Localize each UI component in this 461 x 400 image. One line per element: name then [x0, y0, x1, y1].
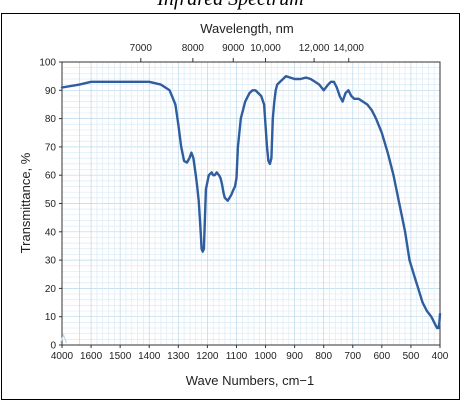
top-tick-labels: 7000 8000 9000 10,000 12,000 14,000: [130, 43, 364, 62]
y-tick-label: 20: [45, 284, 57, 295]
x-tick-label: 900: [286, 351, 303, 362]
x-tick-label: 1200: [196, 351, 219, 362]
top-tick-label: 10,000: [250, 43, 281, 54]
x-tick-label: 1400: [138, 351, 161, 362]
x-tick-label: 1500: [109, 351, 132, 362]
x-tick-label: 400: [432, 351, 449, 362]
x-tick-label: 1000: [254, 351, 277, 362]
y-tick-label: 60: [45, 171, 57, 182]
grid: [62, 61, 441, 346]
x-tick-label: 1100: [226, 351, 248, 362]
chart-title: Infrared Spectrum: [0, 0, 461, 11]
x-axis-label: Wave Numbers, cm−1: [186, 373, 314, 388]
x-tick-labels: 4000 1600 1500 1400 1300 1200 1100 1000 900 800 70…: [51, 333, 449, 362]
x-tick-label: 700: [344, 351, 361, 362]
y-tick-label: 40: [45, 227, 57, 238]
y-axis-label: Transmittance, %: [18, 152, 33, 253]
top-axis-label: Wavelength, nm: [200, 21, 293, 36]
x-tick-label: 1300: [167, 351, 190, 362]
top-tick-label: 14,000: [333, 43, 364, 54]
y-tick-label: 90: [45, 86, 57, 97]
top-tick-label: 9000: [222, 43, 245, 54]
y-tick-label: 100: [39, 58, 56, 69]
y-tick-label: 50: [45, 199, 57, 210]
y-tick-label: 0: [50, 341, 56, 352]
y-tick-label: 30: [45, 256, 57, 267]
y-tick-label: 10: [45, 312, 57, 323]
x-tick-label: 500: [403, 351, 420, 362]
spectrum-line: [60, 75, 442, 330]
axis-break-mark: [59, 333, 68, 344]
x-tick-label: 4000: [51, 351, 74, 362]
y-tick-label: 70: [45, 142, 57, 153]
y-tick-labels: 0 10 20 30 40 50 60 70 80 90 100: [39, 58, 62, 352]
y-tick-label: 80: [45, 114, 57, 125]
x-tick-label: 1600: [80, 351, 103, 362]
x-tick-label: 600: [374, 351, 391, 362]
top-tick-label: 8000: [182, 43, 205, 54]
top-tick-label: 7000: [130, 43, 153, 54]
top-tick-label: 12,000: [299, 43, 330, 54]
x-tick-label: 800: [315, 351, 332, 362]
